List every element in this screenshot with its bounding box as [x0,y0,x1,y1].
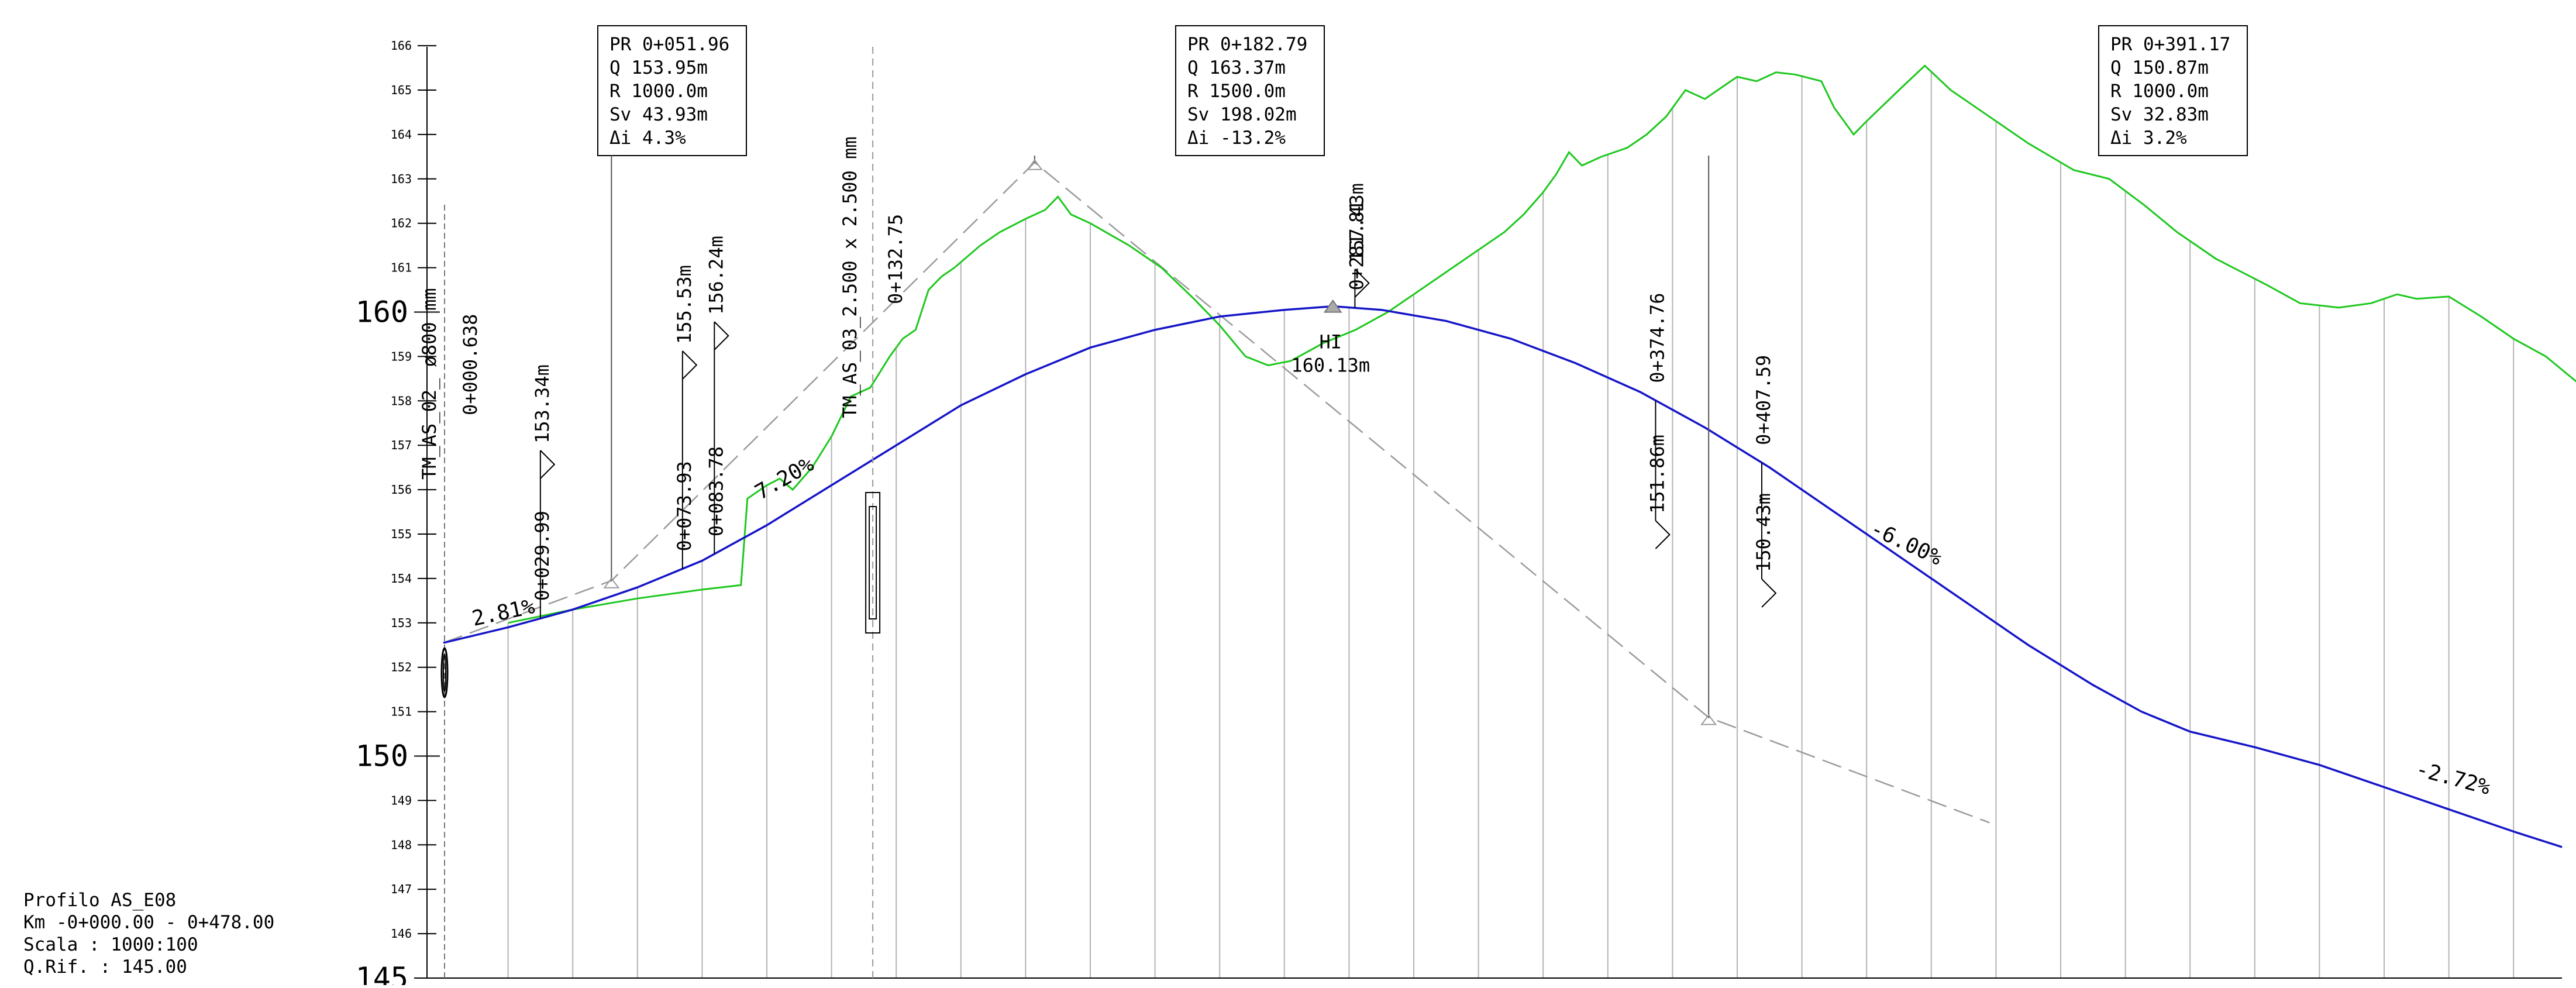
axis-tick-label: 156 [391,483,412,497]
marker-elev: 155.53m [673,265,695,344]
profile-lines [443,64,2576,848]
axis-tick-label: 148 [391,838,412,852]
axis-tick-label: 147 [391,882,412,896]
station-marker: 153.34m 0+029.99 [531,364,556,619]
curve-pr: PR 0+182.79 [1187,34,1307,55]
marker-station: 0+073.93 [673,461,695,551]
marker-elev: 150.43m [1752,493,1775,572]
marker-flag [682,350,698,380]
marker-station: 0+374.76 [1646,292,1668,383]
marker-flag [1354,268,1370,298]
curve-r: R 1000.0m [609,81,708,102]
culvert-box-outer [865,492,881,634]
axis-tick-label: 162 [391,216,412,230]
axis-tick-label: 154 [391,572,412,586]
culvert-name: TM_AS_02_ ø800 mm [418,288,440,480]
station-marker: 150.43m 0+407.59 [1752,355,1777,608]
title-block: Profilo AS_E08 Km -0+000.00 - 0+478.00 S… [23,889,274,978]
axis-tick-label: 163 [391,172,412,186]
axis-tick-label: 152 [391,660,412,674]
marker-flag [540,450,556,479]
curve-q: Q 150.87m [2110,57,2209,78]
marker-elev: 151.86m [1646,435,1668,514]
curve-sv: Sv 198.02m [1187,104,1297,125]
curve-di: Δi 4.3% [609,128,686,149]
high-point-elev: 160.13m [1291,354,1370,377]
axis-tick-label: 160 [356,295,408,329]
culvert-section-inner [443,653,446,692]
culvert-name: TM_AS_03_2.500 x 2.500 mm [839,136,861,418]
axis-tick-label: 158 [391,394,412,408]
station-lines [507,71,2515,978]
high-point-marker [1323,299,1342,313]
grade-line [443,305,2563,848]
axis-tick-label: 159 [391,349,412,363]
pvi-marker [1700,714,1717,725]
title-scale: Scala : 1000:100 [23,934,198,955]
axis-tick-label: 145 [356,961,408,985]
curve-box-frame [597,25,747,156]
title-qrif: Q.Rif. : 145.00 [23,956,187,977]
high-point-label: HI [1319,331,1342,353]
marker-elev: 156.24m [705,236,727,315]
axis-tick-label: 157 [391,438,412,452]
curve-r: R 1000.0m [2110,81,2209,102]
station-marker: 155.53m 0+073.93 [673,265,698,569]
curve-pr: PR 0+051.96 [609,34,729,55]
marker-elev: 157.43m [1345,183,1368,262]
culvert-station: 0+000.638 [459,314,481,415]
station-marker: 156.24m 0+083.78 [705,236,729,555]
ground-line [508,64,2576,624]
title-km: Km -0+000.00 - 0+478.00 [23,912,275,933]
axis-tick-label: 165 [391,83,412,97]
axis-tick-label: 151 [391,705,412,719]
axis-tick-label: 146 [391,927,412,941]
pvi-marker [603,577,620,588]
marker-elev: 153.34m [531,364,553,443]
curve-q: Q 163.37m [1187,57,1286,78]
curve-di: Δi -13.2% [1187,128,1286,149]
curve-di: Δi 3.2% [2110,128,2187,149]
curve-sv: Sv 32.83m [2110,104,2209,125]
curve-q: Q 153.95m [609,57,708,78]
axis-tick-label: 161 [391,261,412,275]
curve-box-frame [1175,25,1325,156]
elevation-axis: 145 146 147 148 149 150 151 152 153 154 155 156 157 1… [356,39,2562,988]
marker-flag [1761,579,1777,608]
culvert-box-inner [869,506,877,619]
marker-flag [1655,520,1671,549]
curve-box-frame [2098,25,2248,156]
marker-station: 0+407.59 [1752,355,1775,445]
axis-tick-label: 166 [391,39,412,53]
marker-station: 0+083.78 [705,446,727,536]
title-profile: Profilo AS_E08 [23,890,177,911]
marker-station: 0+281.81 [1345,200,1368,290]
curve-r: R 1500.0m [1187,81,1286,102]
culvert-section [440,647,449,698]
curve-pr: PR 0+391.17 [2110,34,2230,55]
axis-tick-label: 149 [391,793,412,807]
axis-tick-label: 150 [356,739,408,773]
marker-station: 0+029.99 [531,511,553,601]
axis-tick-label: 164 [391,128,412,142]
axis-tick-label: 153 [391,616,412,630]
curve-sv: Sv 43.93m [609,104,708,125]
axis-tick-label: 155 [391,527,412,541]
culvert-station: 0+132.75 [884,214,907,304]
pvi-marker [1026,159,1043,170]
marker-flag [714,321,729,350]
station-marker: 151.86m 0+374.76 [1646,292,1671,549]
